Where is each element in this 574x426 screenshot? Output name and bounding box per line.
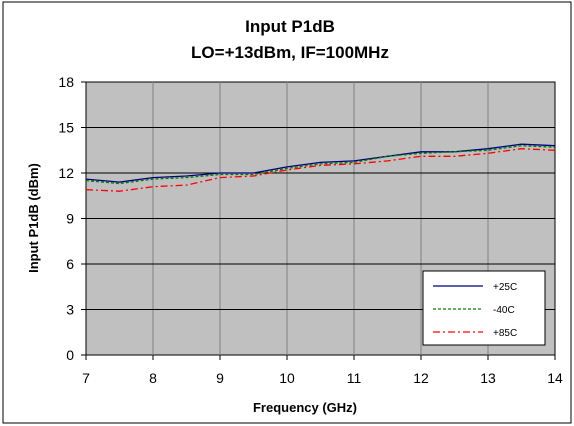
- legend-label: -40C: [493, 305, 515, 316]
- x-tick-label: 13: [480, 370, 496, 386]
- y-tick-label: 0: [66, 347, 74, 363]
- x-tick-label: 9: [216, 370, 224, 386]
- y-tick-label: 15: [58, 120, 74, 136]
- y-tick-label: 6: [66, 256, 74, 272]
- axis-ticks: 7 8 9 10 11 12 13 14 0 3 6 9 12 15 18: [58, 74, 563, 386]
- series-line-85C: [85, 148, 556, 192]
- legend-label: +85C: [493, 328, 517, 339]
- series-line-40C: [85, 145, 556, 185]
- x-axis-label: Frequency (GHz): [253, 400, 357, 415]
- x-tick-label: 11: [347, 370, 362, 386]
- grid: [86, 82, 555, 355]
- x-tick-label: 10: [279, 370, 295, 386]
- x-tick-label: 7: [82, 370, 90, 386]
- y-tick-label: 18: [58, 74, 74, 90]
- x-tick-label: 8: [149, 370, 157, 386]
- y-tick-label: 12: [58, 165, 74, 181]
- x-tick-label: 14: [547, 370, 563, 386]
- series-group: [85, 143, 556, 192]
- legend-label: +25C: [493, 282, 517, 293]
- series-line-25C: [85, 143, 556, 183]
- legend-box: [422, 270, 546, 346]
- chart-subtitle: LO=+13dBm, IF=100MHz: [191, 43, 389, 62]
- chart-title: Input P1dB: [245, 17, 335, 36]
- x-tick-label: 12: [413, 370, 429, 386]
- y-tick-label: 9: [66, 211, 74, 227]
- y-tick-label: 3: [66, 302, 74, 318]
- legend: +25C -40C +85C: [422, 270, 546, 346]
- y-axis-label: Input P1dB (dBm): [26, 163, 41, 273]
